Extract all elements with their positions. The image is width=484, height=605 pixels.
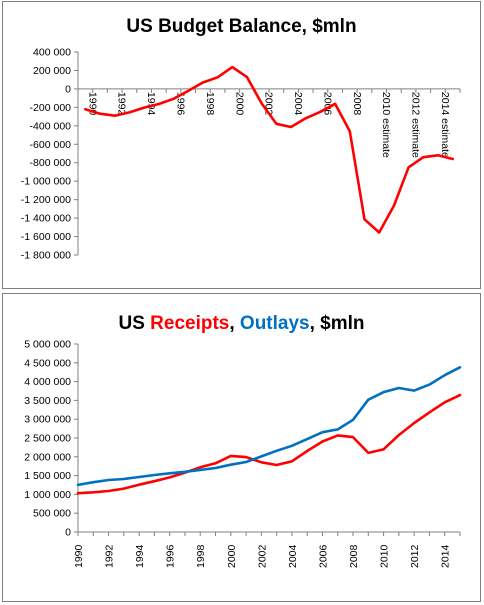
title-part-unit: , $mln [309,313,365,334]
title-part-receipts: Receipts [150,313,230,334]
x-tick-label: 2014 [440,544,452,568]
y-tick-label: -1 800 000 [21,250,71,262]
x-tick-label: 2002 [256,544,268,568]
y-tick-label: 200 000 [33,65,71,77]
x-tick-label: 1992 [104,544,116,568]
y-tick-label: 3 000 000 [24,414,71,426]
x-tick-label: 1990 [73,544,85,568]
y-tick-label: -1 000 000 [21,176,71,188]
x-tick-label: 2000 [226,544,238,568]
x-tick-label: 1998 [195,544,207,568]
y-tick-label: 2 500 000 [24,433,71,445]
budget-balance-line [84,65,455,234]
y-tick-label: 4 500 000 [24,357,71,369]
y-tick-label: -1 400 000 [21,213,71,225]
title-part-outlays: Outlays [239,313,310,334]
x-tick-label: 1992 [116,92,128,116]
x-tick-label: 2012 estimate [410,92,422,158]
y-tick-label: -800 000 [30,157,72,169]
receipts-line [76,393,462,495]
y-tick-label: 5 000 000 [24,339,71,351]
x-tick-label: 1998 [204,92,216,116]
x-tick-label: 2004 [292,92,304,116]
receipts-outlays-chart: 5 000 000 4 500 000 4 000 000 3 500 000 3 00… [24,339,462,568]
x-tick-label: 2006 [317,544,329,568]
y-tick-label: 400 000 [33,47,71,59]
receipts-outlays-title: US Receipts, Outlays, $mln [3,313,480,335]
title-part-us: US [118,313,151,334]
y-tick-label: 1 500 000 [24,470,71,482]
y-tick-label: -1 200 000 [21,194,71,206]
y-tick-label: -200 000 [30,102,72,114]
budget-balance-chart: 400 000 200 000 0 -200 000 -400 000 -600 000 -… [21,47,461,262]
receipts-outlays-panel: US Receipts, Outlays, $mln 5 000 000 4 50… [2,293,481,602]
y-tick-label: 4 000 000 [24,376,71,388]
x-tick-label: 1994 [145,92,157,116]
x-tick-label: 2004 [287,544,299,568]
y-tick-label: 0 [65,527,71,539]
x-tick-label: 2012 [409,544,421,568]
budget-balance-title: US Budget Balance, $mln [126,16,357,37]
x-tick-label: 2014 estimate [439,92,451,158]
x-tick-label: 2008 [348,544,360,568]
x-tick-label: 2000 [233,92,245,116]
title-part-comma: , [229,313,240,334]
x-tick-label: 2010 [379,544,391,568]
x-tick-label: 1994 [134,544,146,568]
y-tick-label: 3 500 000 [24,395,71,407]
x-tick-label: 2006 [321,92,333,116]
y-tick-label: -400 000 [30,120,72,132]
y-tick-label: 0 [65,83,71,95]
x-tick-label: 1996 [165,544,177,568]
y-tick-label: 2 000 000 [24,451,71,463]
y-tick-label: -1 600 000 [21,231,71,243]
y-tick-label: 500 000 [33,508,71,520]
x-tick-label: 2010 estimate [380,92,392,158]
outlays-line [76,366,462,487]
y-tick-label: 1 000 000 [24,489,71,501]
budget-balance-panel: US Budget Balance, $mln 400 000 200 000 0 -… [2,1,481,289]
x-tick-label: 2008 [351,92,363,116]
y-tick-label: -600 000 [30,139,72,151]
